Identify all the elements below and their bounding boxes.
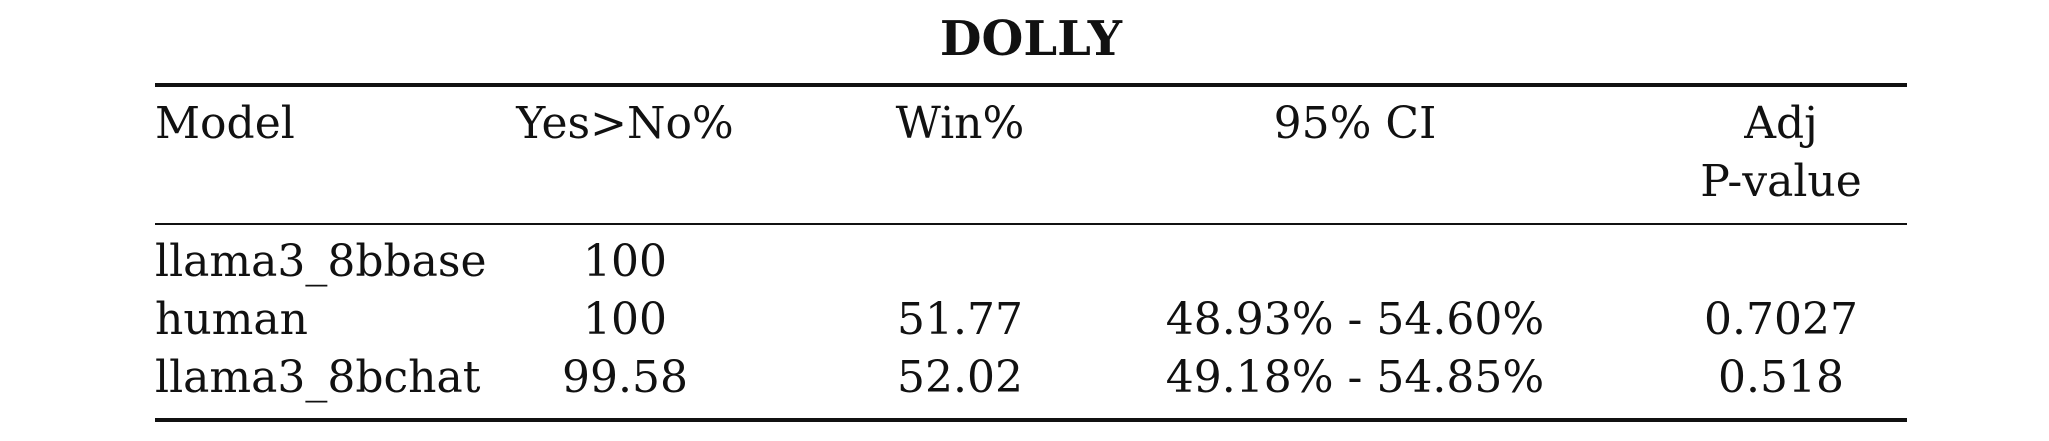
top-rule	[155, 83, 1907, 87]
row-model: llama3_8bchat	[155, 352, 481, 403]
header-yes-no: Yes>No%	[516, 98, 734, 149]
row-win: 51.77	[897, 294, 1023, 345]
row-model: llama3_8bbase	[155, 236, 487, 287]
row-yes-no: 100	[583, 294, 667, 345]
row-p-value: 0.7027	[1704, 294, 1858, 345]
results-table: DOLLY Model Yes>No% Win% 95% CI Adj P-va…	[155, 0, 1907, 441]
header-p-line2: P-value	[1700, 156, 1862, 207]
table-caption: DOLLY	[939, 11, 1123, 67]
bottom-rule	[155, 418, 1907, 422]
header-model: Model	[155, 98, 295, 149]
header-win: Win%	[895, 98, 1025, 149]
header-ci: 95% CI	[1273, 98, 1437, 149]
row-p-value: 0.518	[1718, 352, 1844, 403]
header-adj-p-value: Adj P-value	[1655, 95, 1907, 211]
mid-rule	[155, 223, 1907, 225]
header-p-line1: Adj	[1744, 98, 1818, 149]
row-model: human	[155, 294, 308, 345]
row-ci: 49.18% - 54.85%	[1165, 352, 1545, 403]
row-ci: 48.93% - 54.60%	[1165, 294, 1545, 345]
row-yes-no: 99.58	[562, 352, 688, 403]
row-win: 52.02	[897, 352, 1023, 403]
row-yes-no: 100	[583, 236, 667, 287]
